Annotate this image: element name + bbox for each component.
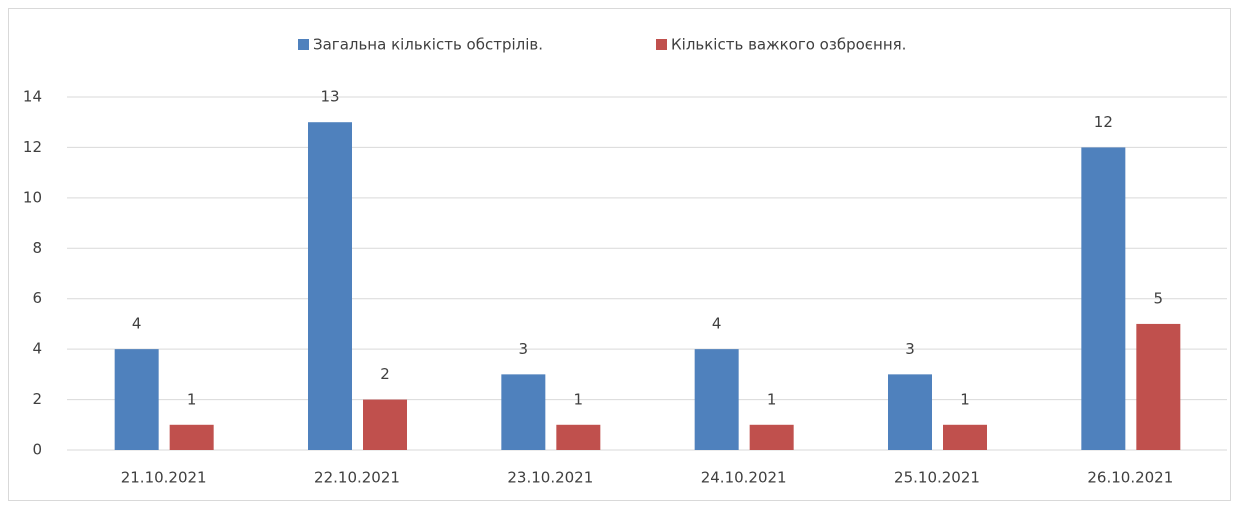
data-label: 13: [320, 88, 339, 106]
data-label: 3: [905, 340, 915, 358]
y-tick-label: 4: [32, 340, 42, 358]
data-label: 1: [574, 390, 584, 408]
data-label: 4: [132, 315, 142, 333]
bar: [1136, 323, 1181, 450]
x-tick-label: 26.10.2021: [1087, 469, 1173, 487]
legend-swatch: [298, 39, 309, 50]
y-tick-label: 14: [23, 88, 42, 106]
bar: [501, 374, 546, 450]
legend-label: Кількість важкого озброєння.: [671, 36, 906, 54]
data-label: 1: [187, 390, 197, 408]
y-tick-label: 6: [32, 289, 42, 307]
bar: [888, 374, 932, 450]
x-tick-label: 21.10.2021: [121, 469, 207, 487]
x-tick-label: 22.10.2021: [314, 469, 400, 487]
legend-swatch: [656, 39, 667, 50]
y-tick-label: 8: [32, 239, 42, 257]
y-tick-label: 10: [23, 188, 42, 206]
data-label: 2: [380, 365, 390, 383]
legend-label: Загальна кількість обстрілів.: [313, 36, 543, 54]
bar: [943, 424, 987, 450]
x-tick-label: 25.10.2021: [894, 469, 980, 487]
bar: [694, 349, 739, 450]
y-tick-label: 0: [32, 441, 42, 459]
bar: [749, 424, 794, 450]
data-label: 12: [1094, 113, 1113, 131]
data-label: 1: [960, 390, 970, 408]
data-label: 3: [519, 340, 529, 358]
x-tick-label: 23.10.2021: [507, 469, 593, 487]
y-tick-label: 12: [23, 138, 42, 156]
bar: [363, 399, 407, 450]
bar: [114, 349, 159, 450]
x-tick-label: 24.10.2021: [701, 469, 787, 487]
data-label: 5: [1154, 289, 1164, 307]
bar: [556, 424, 601, 450]
data-label: 1: [767, 390, 777, 408]
y-tick-label: 2: [32, 390, 42, 408]
chart-border: [8, 8, 1231, 501]
bar: [169, 424, 214, 450]
bar: [1081, 147, 1126, 450]
data-label: 4: [712, 315, 722, 333]
bar: [308, 122, 352, 450]
